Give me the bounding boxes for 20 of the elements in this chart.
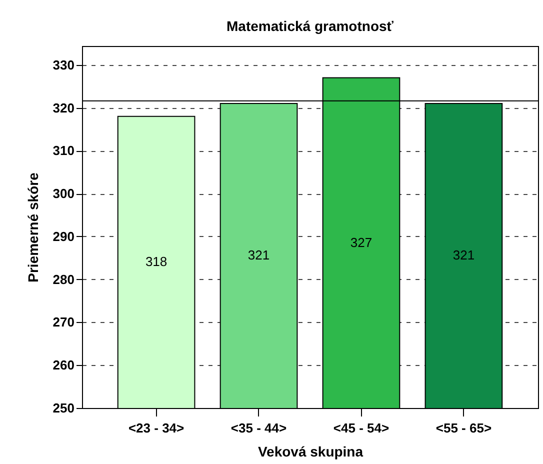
x-axis-title: Veková skupina bbox=[258, 444, 364, 460]
x-tick-label: <55 - 65> bbox=[436, 420, 492, 436]
data-label: 327 bbox=[350, 234, 372, 250]
y-tick-label: 300 bbox=[52, 186, 74, 202]
x-tick-label: <45 - 54> bbox=[333, 420, 390, 436]
y-tick-label: 250 bbox=[52, 400, 74, 416]
y-tick-label: 290 bbox=[52, 228, 74, 244]
data-label: 321 bbox=[248, 248, 270, 263]
y-tick-label: 310 bbox=[52, 143, 74, 158]
x-tick-label: <23 - 34> bbox=[128, 420, 185, 436]
y-tick-label: 320 bbox=[52, 100, 74, 116]
x-tick-label: <35 - 44> bbox=[230, 420, 287, 436]
y-tick-label: 280 bbox=[52, 272, 74, 287]
y-tick-label: 260 bbox=[52, 358, 74, 373]
chart-title: Matematická gramotnosť bbox=[226, 18, 394, 34]
y-tick-label: 330 bbox=[52, 57, 74, 72]
y-axis-title: Priemerné skóre bbox=[24, 172, 41, 282]
data-label: 318 bbox=[145, 254, 168, 270]
data-label: 321 bbox=[452, 248, 475, 263]
y-tick-label: 270 bbox=[52, 314, 74, 330]
